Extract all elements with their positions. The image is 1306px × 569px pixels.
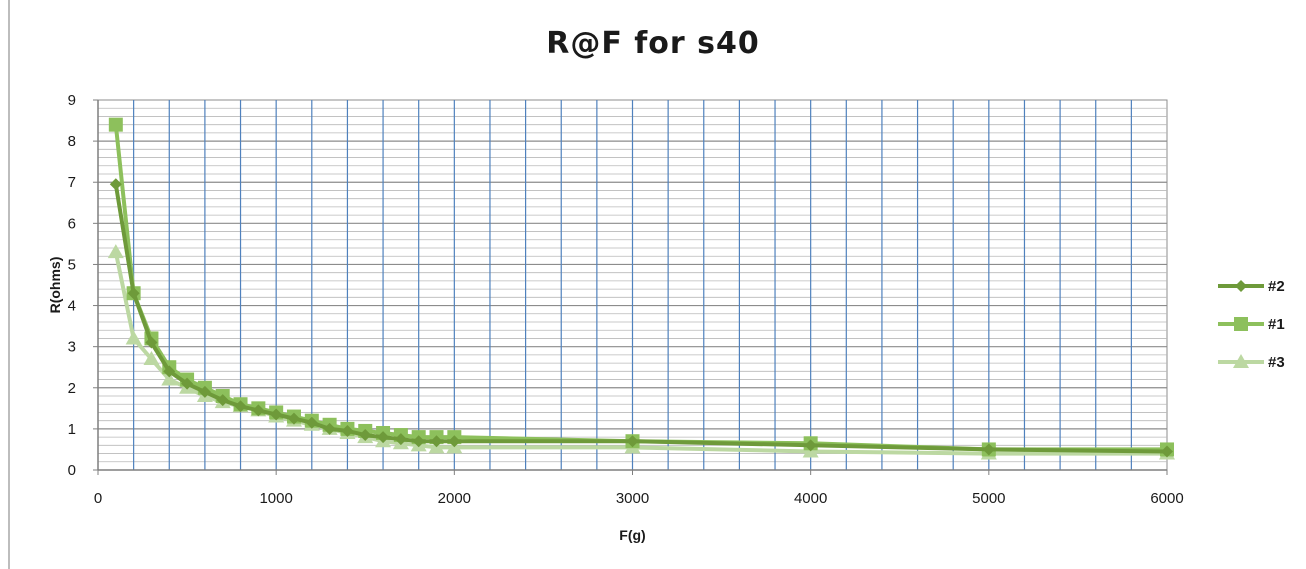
- series-2-point: [198, 385, 211, 398]
- legend-swatch-marker: [1235, 280, 1247, 292]
- series-3-point: [143, 351, 160, 365]
- y-tick-label: 1: [68, 421, 76, 438]
- series-2-point: [323, 422, 336, 435]
- series-2-point: [270, 408, 283, 421]
- legend-swatch-marker: [1234, 317, 1248, 331]
- y-tick-label: 3: [68, 339, 76, 356]
- y-tick-label: 5: [68, 256, 76, 273]
- x-axis-title: F(g): [619, 527, 645, 543]
- chart-title: R@F for s40: [546, 26, 760, 61]
- legend-item-3: #3: [1218, 354, 1285, 371]
- x-tick-label: 3000: [616, 490, 649, 507]
- series-2-point: [234, 400, 247, 413]
- series-2-point: [412, 435, 425, 448]
- legend-item-1: #1: [1218, 316, 1285, 333]
- x-tick-label: 1000: [259, 490, 292, 507]
- series-2-point: [626, 435, 639, 448]
- series-2-point: [216, 394, 229, 407]
- series-2-point: [1161, 445, 1173, 458]
- x-tick-label: 2000: [438, 490, 471, 507]
- x-tick-label: 4000: [794, 490, 827, 507]
- y-tick-label: 6: [68, 215, 76, 232]
- series-2-point: [430, 435, 443, 448]
- y-tick-label: 0: [68, 462, 76, 479]
- legend-label: #1: [1268, 316, 1285, 333]
- series-2: [109, 178, 1173, 458]
- series-2-point: [804, 439, 817, 452]
- series-2-point: [341, 424, 354, 437]
- x-tick-label: 0: [94, 490, 102, 507]
- series-2-point: [359, 429, 372, 442]
- series-2-point: [982, 443, 995, 456]
- series-3-point: [161, 371, 178, 386]
- y-tick-label: 2: [68, 380, 76, 397]
- series-3-point: [107, 244, 124, 259]
- legend-swatch-marker: [1233, 354, 1249, 368]
- series-2-point: [109, 178, 122, 191]
- series-2-point: [127, 287, 140, 300]
- y-tick-label: 7: [68, 174, 76, 191]
- left-divider: [8, 0, 10, 569]
- series-2-point: [181, 377, 194, 390]
- legend-label: #2: [1268, 278, 1285, 295]
- series-2-point: [377, 431, 390, 444]
- series-2-point: [394, 433, 407, 446]
- series-2-point: [252, 404, 265, 417]
- series-2-point: [163, 365, 176, 378]
- series-2-point: [305, 416, 318, 429]
- series-2-point: [287, 412, 300, 425]
- series-2-point: [448, 435, 461, 448]
- x-tick-label: 5000: [972, 490, 1005, 507]
- legend-label: #3: [1268, 354, 1285, 371]
- series-2-point: [145, 336, 158, 349]
- y-axis-title: R(ohms): [47, 257, 63, 314]
- y-tick-label: 9: [68, 92, 76, 109]
- y-tick-label: 4: [68, 298, 76, 315]
- series-1-point: [108, 117, 123, 132]
- legend-item-2: #2: [1218, 278, 1285, 295]
- series-3-point: [125, 330, 142, 345]
- y-tick-label: 8: [68, 133, 76, 150]
- x-tick-label: 6000: [1150, 490, 1183, 507]
